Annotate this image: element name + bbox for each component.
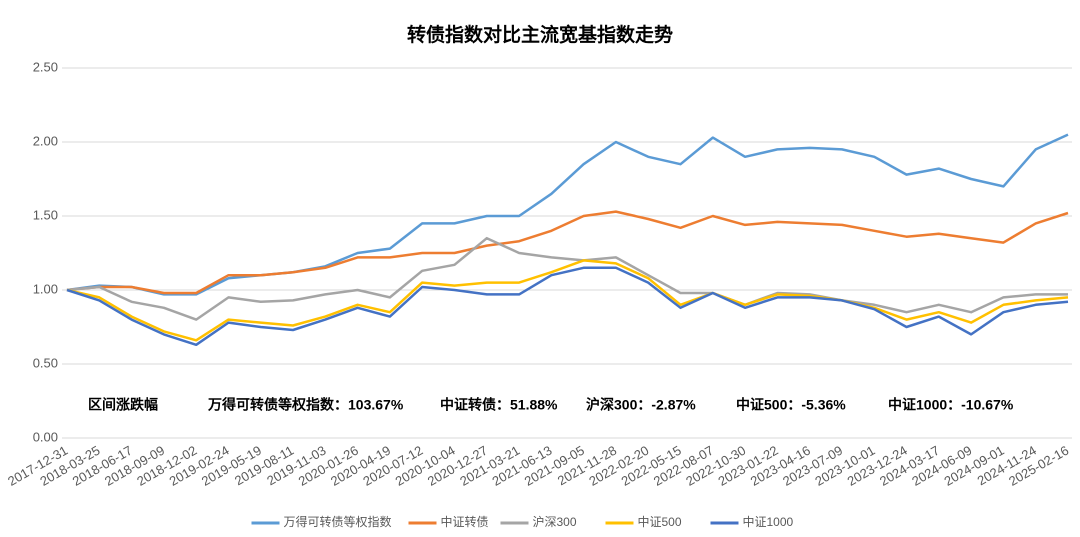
legend-label: 中证500	[638, 514, 682, 529]
y-tick-label: 0.00	[33, 429, 58, 444]
legend-label: 万得可转债等权指数	[284, 514, 392, 529]
series-line	[66, 259, 1069, 342]
series-line	[66, 210, 1069, 295]
legend-label: 沪深300	[533, 515, 577, 529]
legend-item: 中证500	[605, 514, 682, 529]
annotation: 中证1000：-10.67%	[888, 397, 1014, 413]
legend-label: 中证转债	[441, 514, 489, 529]
legend-item: 沪深300	[500, 515, 577, 529]
legend-item: 中证1000	[710, 514, 794, 529]
legend-label: 中证1000	[743, 514, 794, 529]
annotation: 中证转债：51.88%	[440, 397, 558, 413]
series-line	[66, 133, 1069, 296]
y-tick-label: 1.00	[33, 281, 58, 296]
legend-item: 中证转债	[408, 514, 489, 529]
y-tick-label: 0.50	[33, 355, 58, 370]
chart-title: 转债指数对比主流宽基指数走势	[407, 23, 673, 46]
annotation: 区间涨跌幅	[88, 397, 158, 413]
annotation: 沪深300：-2.87%	[586, 397, 696, 413]
y-tick-label: 2.50	[33, 59, 58, 74]
series-line	[66, 236, 1068, 321]
legend-item: 万得可转债等权指数	[251, 514, 392, 529]
annotation: 中证500：-5.36%	[736, 397, 846, 413]
series-line	[66, 266, 1069, 347]
y-tick-label: 2.00	[33, 133, 58, 148]
annotation: 万得可转债等权指数：103.67%	[207, 397, 404, 413]
y-tick-label: 1.50	[33, 207, 58, 222]
